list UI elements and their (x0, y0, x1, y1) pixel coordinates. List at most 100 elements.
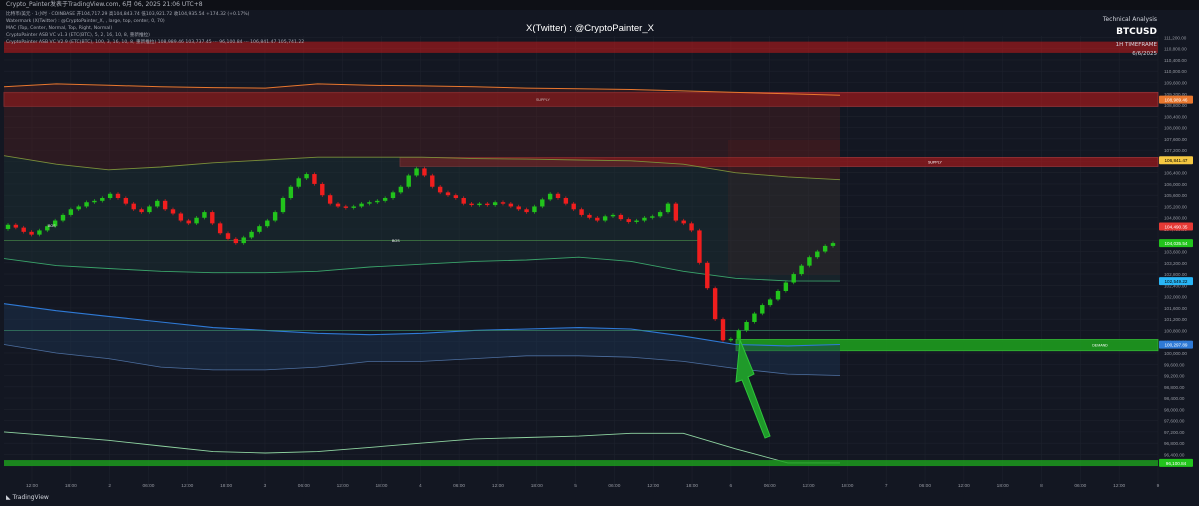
watermark: X(Twitter) : @CryptoPainter_X (526, 23, 655, 34)
candle-body (225, 233, 231, 239)
candle-body (123, 198, 129, 204)
y-tick-label: 102,000.00 (1164, 295, 1187, 300)
band-fill-upper (4, 83, 840, 180)
candle-body (29, 231, 34, 235)
candle-body (115, 193, 121, 199)
zone-label: DEMAND (1092, 344, 1108, 348)
candles-layer (5, 166, 836, 342)
legend-line[interactable]: CryptoPainter ASB VC v1.3 (ETC(BTC), 5, … (6, 33, 150, 38)
y-tick-label: 103,600.00 (1164, 250, 1187, 255)
candle-body (147, 206, 152, 213)
x-tick-label: 06:00 (298, 483, 310, 489)
info-date: 6/6/2025 (1132, 51, 1157, 57)
y-tick-label: 97,200.00 (1164, 430, 1185, 435)
info-symbol: BTCUSD (1116, 27, 1157, 37)
price-label-box (1159, 340, 1193, 349)
y-tick-label: 98,400.00 (1164, 396, 1185, 401)
candle-body (107, 193, 113, 199)
candle-body (343, 206, 349, 208)
candle-body (13, 224, 19, 228)
y-tick-label: 98,800.00 (1164, 385, 1185, 390)
candle-body (5, 224, 11, 230)
candle-body (540, 199, 545, 207)
price-label-box (1159, 277, 1193, 286)
candle-body (791, 274, 796, 283)
candle-body (579, 209, 584, 215)
band-blue-line (3, 303, 841, 347)
price-label-text: 100,297.89 (1165, 343, 1188, 348)
x-tick-label: 7 (885, 483, 888, 489)
price-label-text: 102,549.22 (1165, 279, 1188, 284)
y-tick-label: 110,800.00 (1164, 47, 1187, 52)
candle-body (170, 209, 176, 214)
x-tick-label: 9 (1157, 483, 1160, 489)
candle-body (477, 203, 482, 206)
y-tick-label: 108,800.00 (1164, 103, 1187, 108)
zone-supply (3, 91, 1159, 107)
candle-body (744, 321, 749, 331)
candle-body (799, 265, 804, 275)
candle-body (555, 193, 561, 199)
candle-body (241, 237, 246, 244)
candle-body (414, 168, 419, 176)
candle-body (437, 186, 443, 193)
candle-body (60, 214, 66, 221)
x-tick-label: 06:00 (919, 483, 931, 489)
candle-body (68, 209, 74, 215)
candle-body (194, 217, 199, 224)
candle-body (822, 245, 828, 252)
zones-layer: SUPPLY SUPPLY DEMAND (3, 41, 1159, 352)
candle-body (760, 305, 765, 314)
candle-body (618, 214, 624, 220)
y-tick-label: 99,200.00 (1164, 374, 1185, 379)
y-tick-label: 100,800.00 (1164, 328, 1187, 333)
candle-body (398, 186, 404, 193)
candle-body (272, 212, 278, 221)
y-tick-label: 109,600.00 (1164, 80, 1187, 85)
candle-body (367, 202, 372, 204)
candle-body (602, 216, 608, 221)
candle-body (257, 226, 262, 232)
candle-body (697, 230, 702, 263)
candle-body (492, 202, 498, 206)
candle-body (485, 203, 490, 206)
legend-line[interactable]: 比特币/美元 · 1小时 · COINBASE 开104,717.29 高104… (6, 12, 250, 17)
x-tick-label: 18:00 (375, 483, 387, 489)
price-axis[interactable]: 111,200.00 110,800.00 110,400.00 110,000.00… (1159, 35, 1193, 467)
legend-line[interactable]: MAC (Top, Center, Normal, Top, Right, No… (6, 26, 113, 31)
tradingview-logo: ◣ TradingView (6, 494, 49, 501)
y-tick-label: 96,400.00 (1164, 452, 1185, 457)
y-tick-label: 107,600.00 (1164, 137, 1187, 142)
info-timeframe: 1H TIMEFRAME (1115, 42, 1157, 48)
x-tick-label: 12:00 (647, 483, 659, 489)
time-axis[interactable]: 12:00 18:00 2 06:00 12:00 18:00 3 06:00 12:00 18:… (26, 483, 1160, 489)
y-tick-label: 105,600.00 (1164, 193, 1187, 198)
candle-body (312, 174, 317, 184)
candle-body (626, 219, 631, 222)
candle-body (155, 200, 160, 207)
price-label-box (1159, 222, 1193, 231)
bottom-level-band (4, 460, 1158, 467)
green-arrow (735, 339, 771, 439)
legend-line[interactable]: Watermark (X(Twitter) : @CryptoPainter_X… (6, 19, 165, 24)
candle-body (162, 200, 168, 210)
candle-body (705, 262, 710, 289)
y-tick-label: 102,400.00 (1164, 283, 1187, 288)
candle-body (830, 243, 836, 246)
candle-body (406, 175, 411, 187)
y-tick-label: 109,200.00 (1164, 92, 1187, 97)
price-label-text: 104,490.35 (1165, 224, 1188, 229)
candle-body (807, 257, 812, 266)
brand-label: TradingView (12, 494, 49, 501)
y-tick-label: 100,000.00 (1164, 351, 1187, 356)
legend-line[interactable]: CryptoPainter ASB VC V2.9 (ETC(BTC), 100… (6, 40, 305, 45)
price-label-text: 96,100.84 (1166, 461, 1187, 466)
candle-body (673, 203, 679, 221)
band-mid-line (3, 256, 841, 282)
candle-body (453, 195, 459, 199)
zone-label: SUPPLY (536, 98, 551, 102)
grid (4, 36, 1159, 484)
info-title: Technical Analysis (1102, 16, 1157, 23)
title-bar: Crypto_Painter发表于TradingView.com, 6月 06,… (0, 0, 1199, 10)
